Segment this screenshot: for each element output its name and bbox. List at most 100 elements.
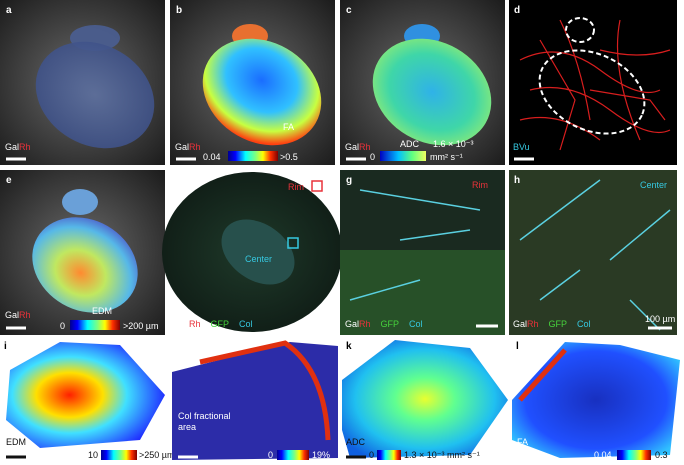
- region-label: Rim: [288, 182, 304, 192]
- outline: [565, 17, 595, 43]
- stain-label: Col: [239, 319, 253, 329]
- panel-letter: e: [6, 175, 12, 186]
- panel-g: g Rim GalRh GFP Col: [340, 170, 505, 335]
- stain-label: Col: [409, 319, 423, 329]
- stain-label: BVu: [513, 142, 530, 152]
- stain-label: Gal: [5, 310, 19, 320]
- panel-letter: c: [346, 5, 352, 16]
- metric: FA: [283, 122, 294, 132]
- map: [342, 340, 508, 458]
- scale-bar-label: 100 µm: [645, 314, 675, 324]
- panel-letter: a: [6, 5, 12, 16]
- tissue: [340, 250, 505, 335]
- panel-e: e EDM GalRh 0 >200 µm: [0, 170, 165, 335]
- map: [172, 342, 338, 460]
- metric: area: [178, 422, 196, 432]
- stain-label: Rh: [19, 310, 31, 320]
- panel-c: c ADC 1.6 × 10⁻³ GalRh 0 mm² s⁻¹: [340, 0, 505, 165]
- image: [509, 170, 677, 335]
- tumor: [62, 189, 98, 215]
- metric: EDM: [92, 306, 112, 316]
- scale-max: 1.3 × 10⁻³ mm² s⁻¹: [404, 450, 480, 460]
- scale-max: >250 µm: [139, 450, 174, 460]
- panel-letter: g: [346, 175, 352, 186]
- scale-min: 0: [369, 450, 374, 460]
- region-label: Rim: [472, 180, 488, 190]
- panel-b: b FA GalRh 0.04 >0.5: [170, 0, 335, 165]
- colorbar: [377, 450, 401, 460]
- metric: ADC: [400, 139, 420, 149]
- panel-j: j Col fractional area 0 19%: [172, 340, 338, 460]
- scale-min: 0: [370, 152, 375, 162]
- scale-max: >0.5: [280, 152, 298, 162]
- scale-min: 0: [60, 321, 65, 331]
- panel-f: f Rim Center GalRh GFP Col: [162, 170, 342, 335]
- scale-min: 0: [268, 450, 273, 460]
- colorbar: [228, 151, 278, 161]
- panel-letter: i: [4, 341, 7, 352]
- center-box: [287, 237, 299, 249]
- metric: FA: [517, 437, 528, 447]
- stain-label: Rh: [359, 142, 371, 152]
- panel-letter: h: [514, 175, 520, 186]
- stain-label: Gal: [175, 319, 189, 329]
- tumor: [372, 38, 492, 146]
- stain: GalRh GFP Col: [175, 319, 253, 329]
- tumor: [32, 217, 138, 313]
- stain-label: GFP: [211, 319, 230, 329]
- image: [509, 0, 677, 165]
- stain: GalRh: [5, 142, 31, 152]
- scale-max: >200 µm: [123, 321, 158, 331]
- fibers: [519, 179, 671, 331]
- stain-label: Gal: [345, 142, 359, 152]
- stain-label: Rh: [189, 142, 201, 152]
- fibers: [349, 189, 481, 301]
- panel-letter: j: [175, 341, 179, 352]
- colorbar: [70, 320, 120, 330]
- scale-max: 19%: [312, 450, 330, 460]
- region-label: Center: [640, 180, 667, 190]
- metric: Col fractional: [178, 411, 231, 421]
- stain-label: Col: [577, 319, 591, 329]
- scale-min: 0.04: [594, 450, 612, 460]
- scale-min: 10: [88, 450, 98, 460]
- scale-max: 0.3: [655, 450, 668, 460]
- colorbar: [617, 450, 651, 460]
- panel-letter: l: [516, 341, 519, 352]
- vessels: [519, 19, 671, 151]
- stain-label: Gal: [5, 142, 19, 152]
- scale-min: 0.04: [203, 152, 221, 162]
- map: [6, 342, 165, 448]
- metric: EDM: [6, 437, 26, 447]
- scale-max: 1.6 × 10⁻³: [433, 139, 474, 149]
- stain-label: Rh: [189, 319, 201, 329]
- colorbar: [101, 450, 137, 460]
- unit: mm² s⁻¹: [430, 152, 463, 162]
- rim: [518, 348, 567, 402]
- center-region: [221, 219, 295, 285]
- colorbar: [380, 151, 426, 161]
- tumor: [35, 41, 155, 149]
- panel-letter: d: [514, 5, 520, 16]
- panel-l: l FA 0.04 0.3: [512, 341, 680, 460]
- stain-label: GFP: [549, 319, 568, 329]
- stain: GalRh GFP Col: [345, 319, 423, 329]
- stain-label: Rh: [359, 319, 371, 329]
- rim: [199, 340, 331, 441]
- stain-label: Gal: [345, 319, 359, 329]
- tumor: [202, 38, 322, 146]
- colorbar: [277, 450, 309, 460]
- outline: [538, 49, 646, 135]
- stain-label: Rh: [19, 142, 31, 152]
- stain: GalRh: [345, 142, 371, 152]
- stain-label: Gal: [175, 142, 189, 152]
- panel-d: d BVu: [509, 0, 677, 165]
- map: [512, 342, 680, 458]
- stain-label: Gal: [513, 319, 527, 329]
- panel-i: i EDM 10 >250 µm: [4, 341, 174, 460]
- stain: GalRh: [5, 310, 31, 320]
- stain: GalRh: [175, 142, 201, 152]
- panel-letter: f: [176, 175, 180, 186]
- panel-letter: b: [176, 5, 182, 16]
